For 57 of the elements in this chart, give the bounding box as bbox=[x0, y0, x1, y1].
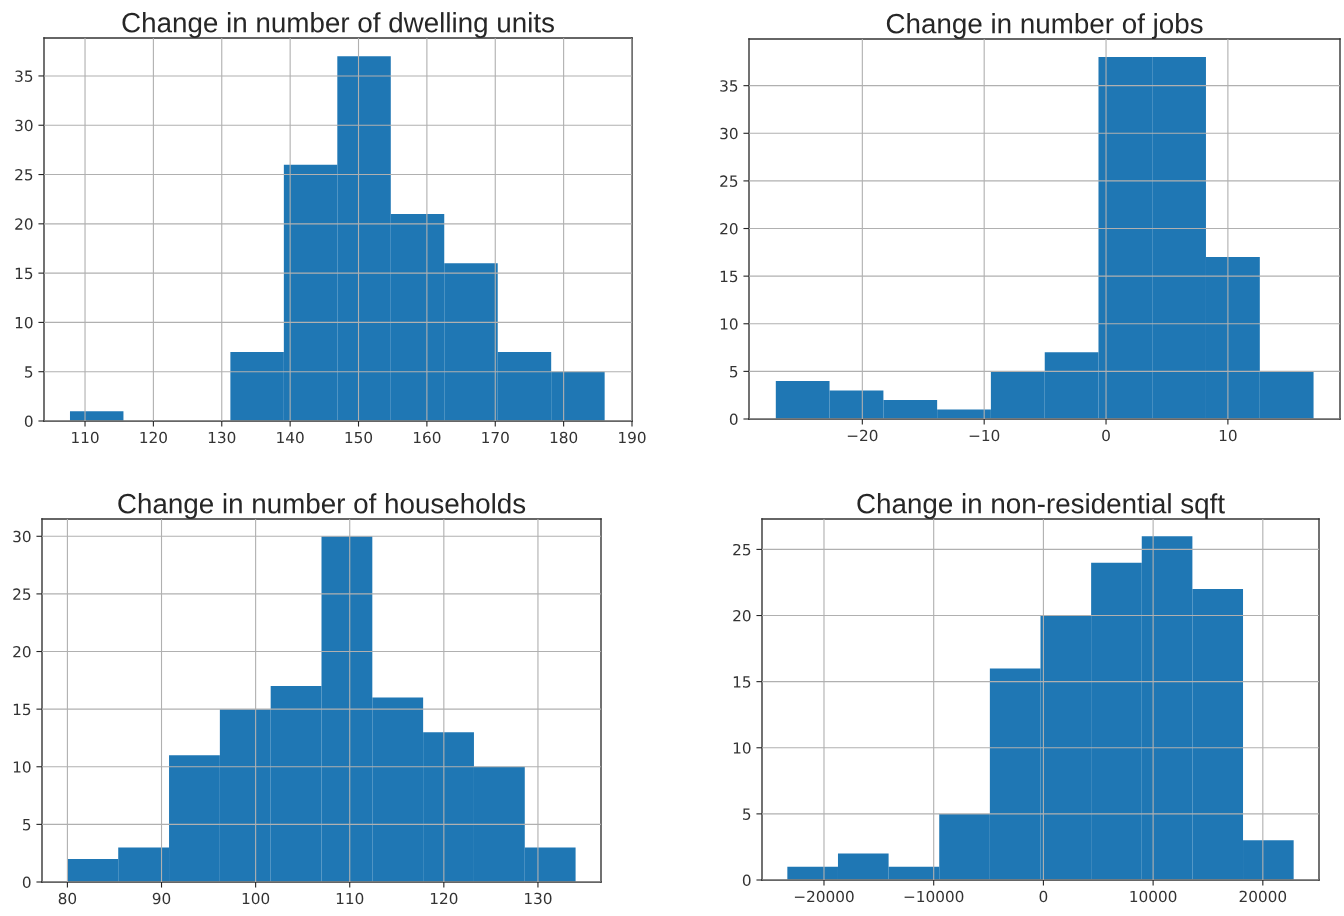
y-tick-label: 25 bbox=[720, 175, 738, 187]
x-tick-label: 100 bbox=[242, 892, 270, 905]
y-tick-label: 15 bbox=[13, 703, 31, 716]
y-tick-label: 35 bbox=[15, 70, 33, 82]
y-tick-label: 10 bbox=[13, 761, 31, 773]
x-tick-label: 90 bbox=[152, 892, 171, 905]
x-tick-label: 20000 bbox=[1239, 890, 1287, 903]
x-tick-label: 190 bbox=[619, 431, 646, 444]
y-tick-label: 15 bbox=[720, 270, 738, 283]
y-tick-label: 10 bbox=[15, 316, 33, 329]
x-tick-label: 110 bbox=[72, 431, 99, 444]
x-tick-label: 120 bbox=[430, 892, 458, 905]
y-tick-label: 30 bbox=[15, 119, 33, 132]
y-tick-label: 20 bbox=[15, 218, 33, 230]
x-tick-label: −10000 bbox=[904, 890, 964, 903]
chart-title: Change in number of dwelling units bbox=[122, 12, 554, 38]
x-tick-label: 120 bbox=[140, 431, 167, 444]
x-tick-label: −20000 bbox=[794, 890, 854, 903]
x-tick-label: −20 bbox=[847, 429, 878, 442]
y-tick-label: 35 bbox=[720, 80, 738, 92]
y-tick-label: 30 bbox=[13, 530, 31, 543]
y-tick-label: 15 bbox=[733, 676, 751, 688]
x-tick-label: 110 bbox=[336, 892, 364, 905]
y-tick-label: 0 bbox=[22, 876, 31, 889]
x-tick-label: 130 bbox=[525, 892, 552, 905]
y-tick-label: 30 bbox=[720, 127, 738, 140]
y-tick-label: 5 bbox=[743, 808, 751, 820]
x-tick-label: −10 bbox=[969, 429, 1000, 442]
y-tick-label: 15 bbox=[15, 267, 33, 280]
x-tick-label: 150 bbox=[345, 431, 373, 444]
chart-title: Change in number of households bbox=[118, 493, 526, 519]
y-tick-label: 10 bbox=[720, 318, 738, 330]
x-tick-label: 80 bbox=[58, 892, 77, 905]
x-tick-label: 10000 bbox=[1130, 890, 1177, 903]
y-tick-label: 0 bbox=[729, 413, 738, 426]
chart-title: Change in non-residential sqft bbox=[857, 493, 1225, 519]
y-tick-label: 5 bbox=[730, 366, 738, 378]
x-tick-label: 140 bbox=[277, 431, 304, 444]
x-tick-label: 0 bbox=[1102, 429, 1110, 442]
y-tick-label: 25 bbox=[15, 169, 33, 181]
x-tick-label: 0 bbox=[1039, 890, 1048, 903]
y-tick-label: 25 bbox=[13, 588, 31, 600]
x-tick-label: 170 bbox=[482, 431, 509, 444]
y-tick-label: 25 bbox=[733, 543, 751, 556]
y-tick-label: 0 bbox=[742, 874, 751, 887]
chart-title: Change in number of jobs bbox=[886, 13, 1203, 39]
y-tick-label: 0 bbox=[24, 415, 33, 428]
y-tick-label: 5 bbox=[23, 819, 31, 831]
y-tick-label: 20 bbox=[733, 610, 751, 622]
x-tick-label: 10 bbox=[1219, 429, 1237, 442]
x-tick-label: 160 bbox=[413, 431, 441, 444]
x-tick-label: 130 bbox=[208, 431, 236, 444]
x-tick-label: 180 bbox=[550, 431, 578, 444]
y-tick-label: 10 bbox=[733, 742, 751, 754]
y-tick-label: 20 bbox=[13, 645, 31, 658]
y-tick-label: 20 bbox=[720, 222, 738, 235]
y-tick-label: 5 bbox=[25, 366, 33, 378]
